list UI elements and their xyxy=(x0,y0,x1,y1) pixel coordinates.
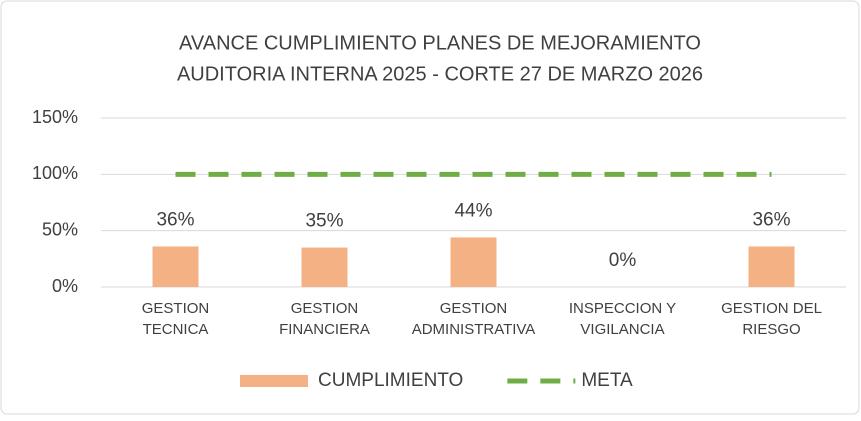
x-tick-label: FINANCIERA xyxy=(279,321,370,338)
x-tick-label: ADMINISTRATIVA xyxy=(412,321,536,338)
data-label: 36% xyxy=(752,209,790,230)
legend-label: CUMPLIMIENTO xyxy=(318,370,463,391)
x-tick-label: GESTION DEL xyxy=(721,300,822,317)
bar xyxy=(301,247,348,287)
x-tick-label: VIGILANCIA xyxy=(580,321,664,338)
data-label: 35% xyxy=(305,211,343,232)
data-label: 0% xyxy=(609,250,637,271)
bar xyxy=(450,237,497,287)
x-tick-label: RIESGO xyxy=(742,321,800,338)
y-tick-label: 150% xyxy=(32,107,78,127)
x-tick-label: INSPECCION Y xyxy=(569,300,676,317)
x-tick-label: GESTION xyxy=(291,300,359,317)
legend-label: META xyxy=(581,370,633,391)
y-tick-label: 100% xyxy=(32,163,78,183)
x-tick-label: GESTION xyxy=(440,300,508,317)
x-tick-label: GESTION xyxy=(142,300,210,317)
chart-title: AUDITORIA INTERNA 2025 - CORTE 27 DE MAR… xyxy=(177,63,703,85)
x-tick-label: TECNICA xyxy=(143,321,209,338)
y-tick-label: 50% xyxy=(42,219,78,239)
bar xyxy=(748,246,795,287)
chart-title: AVANCE CUMPLIMIENTO PLANES DE MEJORAMIEN… xyxy=(179,32,701,54)
data-label: 36% xyxy=(156,209,194,230)
bar xyxy=(152,246,199,287)
legend-swatch xyxy=(240,375,308,387)
y-tick-label: 0% xyxy=(52,276,78,296)
data-label: 44% xyxy=(454,200,492,221)
